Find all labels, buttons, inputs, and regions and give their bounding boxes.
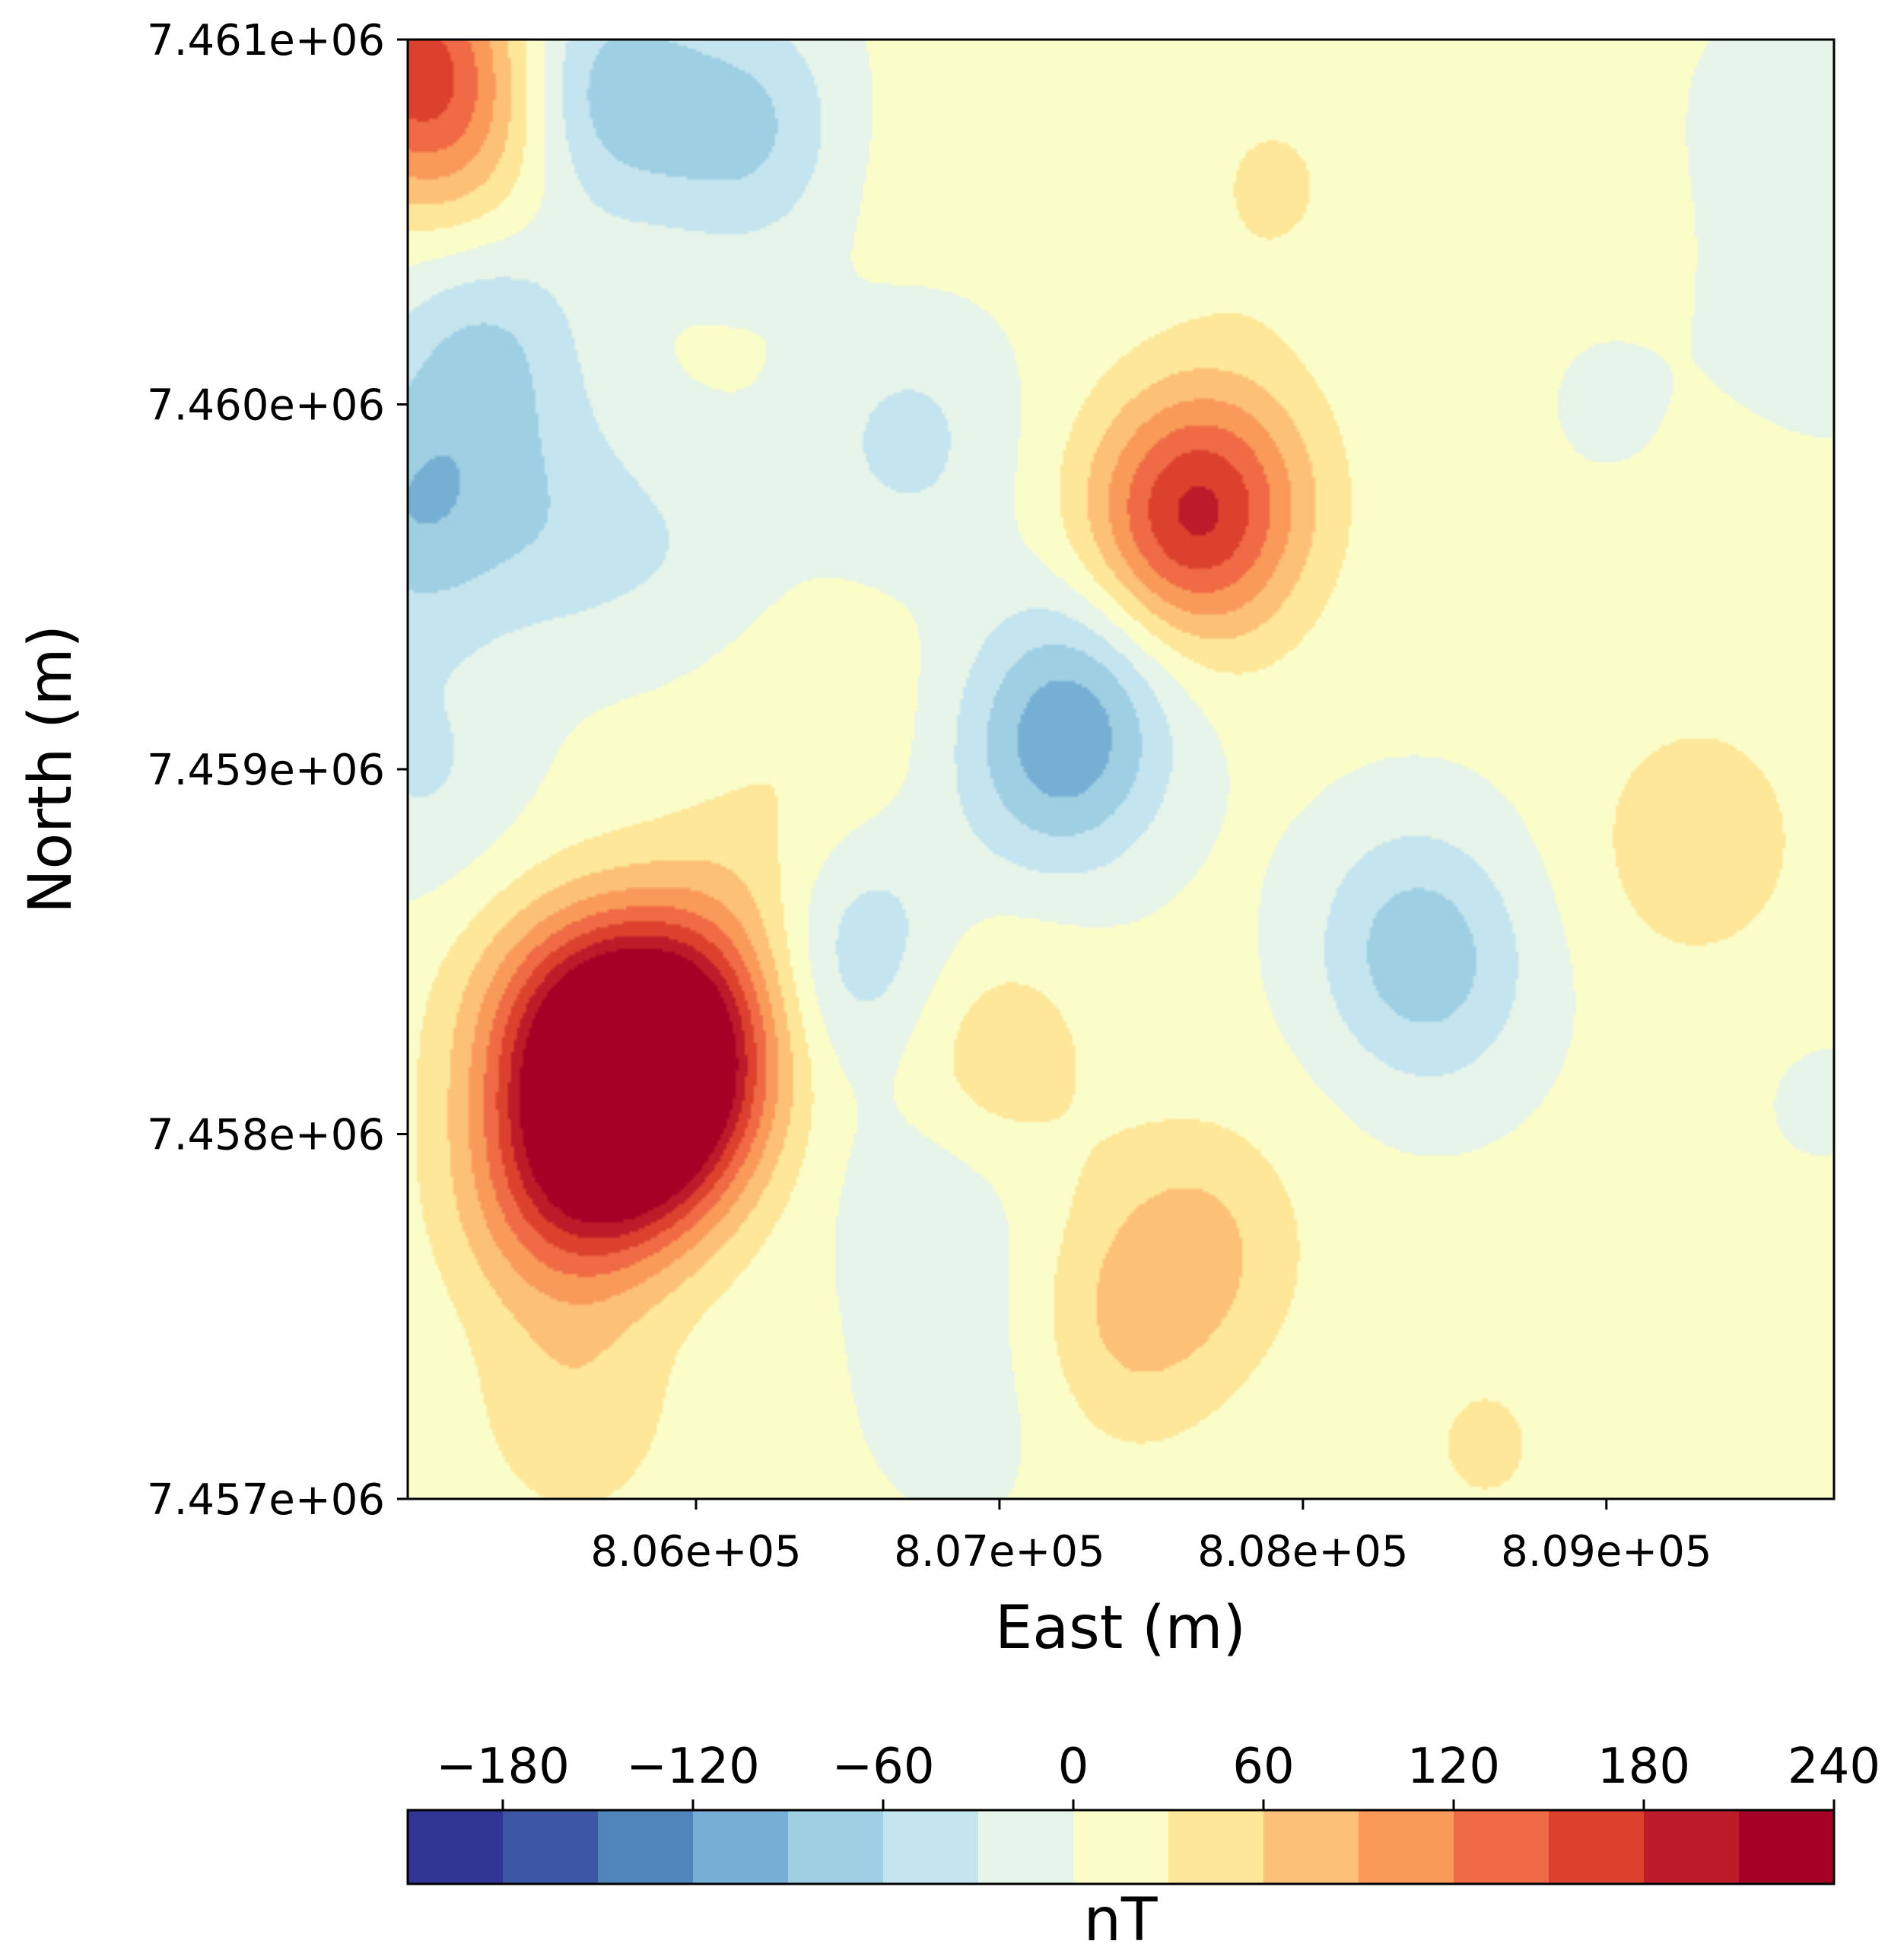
colorbar-swatch bbox=[788, 1810, 884, 1884]
colorbar-swatch bbox=[1739, 1810, 1835, 1884]
y-axis-ticks: 7.457e+06 7.458e+06 7.459e+06 7.460e+06 7.46… bbox=[147, 16, 408, 1525]
colorbar-swatch bbox=[1454, 1810, 1549, 1884]
colorbar-tick-label: −180 bbox=[436, 1739, 570, 1795]
y-tick-label: 7.457e+06 bbox=[147, 1475, 385, 1525]
colorbar-swatch bbox=[598, 1810, 694, 1884]
colorbar-swatch bbox=[883, 1810, 979, 1884]
y-axis-label: North (m) bbox=[17, 625, 85, 914]
colorbar-swatch bbox=[978, 1810, 1074, 1884]
x-tick-label: 8.07e+05 bbox=[894, 1527, 1105, 1577]
colorbar-tick-label: 0 bbox=[1058, 1739, 1089, 1795]
colorbar-swatch bbox=[503, 1810, 599, 1884]
colorbar-swatch bbox=[1073, 1810, 1169, 1884]
x-tick-label: 8.06e+05 bbox=[590, 1527, 801, 1577]
y-tick-label: 7.459e+06 bbox=[147, 746, 385, 795]
colorbar-tick-label: 180 bbox=[1597, 1739, 1690, 1795]
colorbar-label: nT bbox=[1083, 1886, 1157, 1955]
x-tick-label: 8.09e+05 bbox=[1501, 1527, 1712, 1577]
x-axis-ticks: 8.06e+05 8.07e+05 8.08e+05 8.09e+05 bbox=[590, 1499, 1712, 1577]
colorbar-frame bbox=[406, 1809, 1836, 1885]
colorbar-swatch bbox=[408, 1810, 504, 1884]
y-tick-label: 7.458e+06 bbox=[147, 1111, 385, 1160]
colorbar-swatch bbox=[1549, 1810, 1645, 1884]
x-axis-label: East (m) bbox=[995, 1594, 1246, 1662]
colorbar: −180 −120 −60 0 60 120 180 240 bbox=[406, 1739, 1880, 1885]
x-tick-label: 8.08e+05 bbox=[1197, 1527, 1408, 1577]
colorbar-swatch bbox=[693, 1810, 789, 1884]
colorbar-tick-label: 60 bbox=[1232, 1739, 1294, 1795]
colorbar-swatch bbox=[1359, 1810, 1454, 1884]
y-tick-label: 7.460e+06 bbox=[147, 381, 385, 431]
colorbar-tick-label: −120 bbox=[626, 1739, 760, 1795]
colorbar-tick-label: −60 bbox=[831, 1739, 934, 1795]
colorbar-swatch bbox=[1263, 1810, 1359, 1884]
colorbar-swatch bbox=[1644, 1810, 1740, 1884]
y-tick-label: 7.461e+06 bbox=[147, 16, 385, 65]
colorbar-tick-label: 240 bbox=[1788, 1739, 1880, 1795]
colorbar-swatch bbox=[1168, 1810, 1264, 1884]
colorbar-tick-label: 120 bbox=[1407, 1739, 1500, 1795]
contour-field bbox=[408, 40, 1834, 1499]
